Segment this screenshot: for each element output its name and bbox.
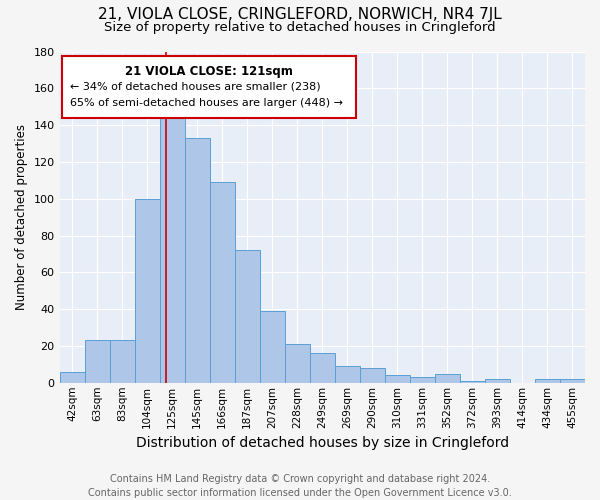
Bar [260, 311, 285, 383]
Text: 21 VIOLA CLOSE: 121sqm: 21 VIOLA CLOSE: 121sqm [125, 65, 293, 78]
X-axis label: Distribution of detached houses by size in Cringleford: Distribution of detached houses by size … [136, 436, 509, 450]
Bar [385, 376, 410, 383]
Text: 21, VIOLA CLOSE, CRINGLEFORD, NORWICH, NR4 7JL: 21, VIOLA CLOSE, CRINGLEFORD, NORWICH, N… [98, 8, 502, 22]
Bar [110, 340, 134, 383]
Text: 65% of semi-detached houses are larger (448) →: 65% of semi-detached houses are larger (… [70, 98, 343, 108]
Text: Contains HM Land Registry data © Crown copyright and database right 2024.
Contai: Contains HM Land Registry data © Crown c… [88, 474, 512, 498]
Bar [160, 116, 185, 383]
Bar [209, 182, 235, 383]
Text: ← 34% of detached houses are smaller (238): ← 34% of detached houses are smaller (23… [70, 82, 320, 92]
Bar [85, 340, 110, 383]
Bar [335, 366, 360, 383]
Bar [435, 374, 460, 383]
Bar [485, 379, 510, 383]
Text: Size of property relative to detached houses in Cringleford: Size of property relative to detached ho… [104, 21, 496, 34]
Bar [535, 379, 560, 383]
Bar [310, 354, 335, 383]
Bar [134, 198, 160, 383]
FancyBboxPatch shape [62, 56, 356, 118]
Bar [285, 344, 310, 383]
Bar [360, 368, 385, 383]
Bar [410, 377, 435, 383]
Bar [185, 138, 209, 383]
Bar [460, 381, 485, 383]
Y-axis label: Number of detached properties: Number of detached properties [15, 124, 28, 310]
Bar [235, 250, 260, 383]
Bar [59, 372, 85, 383]
Bar [560, 379, 585, 383]
